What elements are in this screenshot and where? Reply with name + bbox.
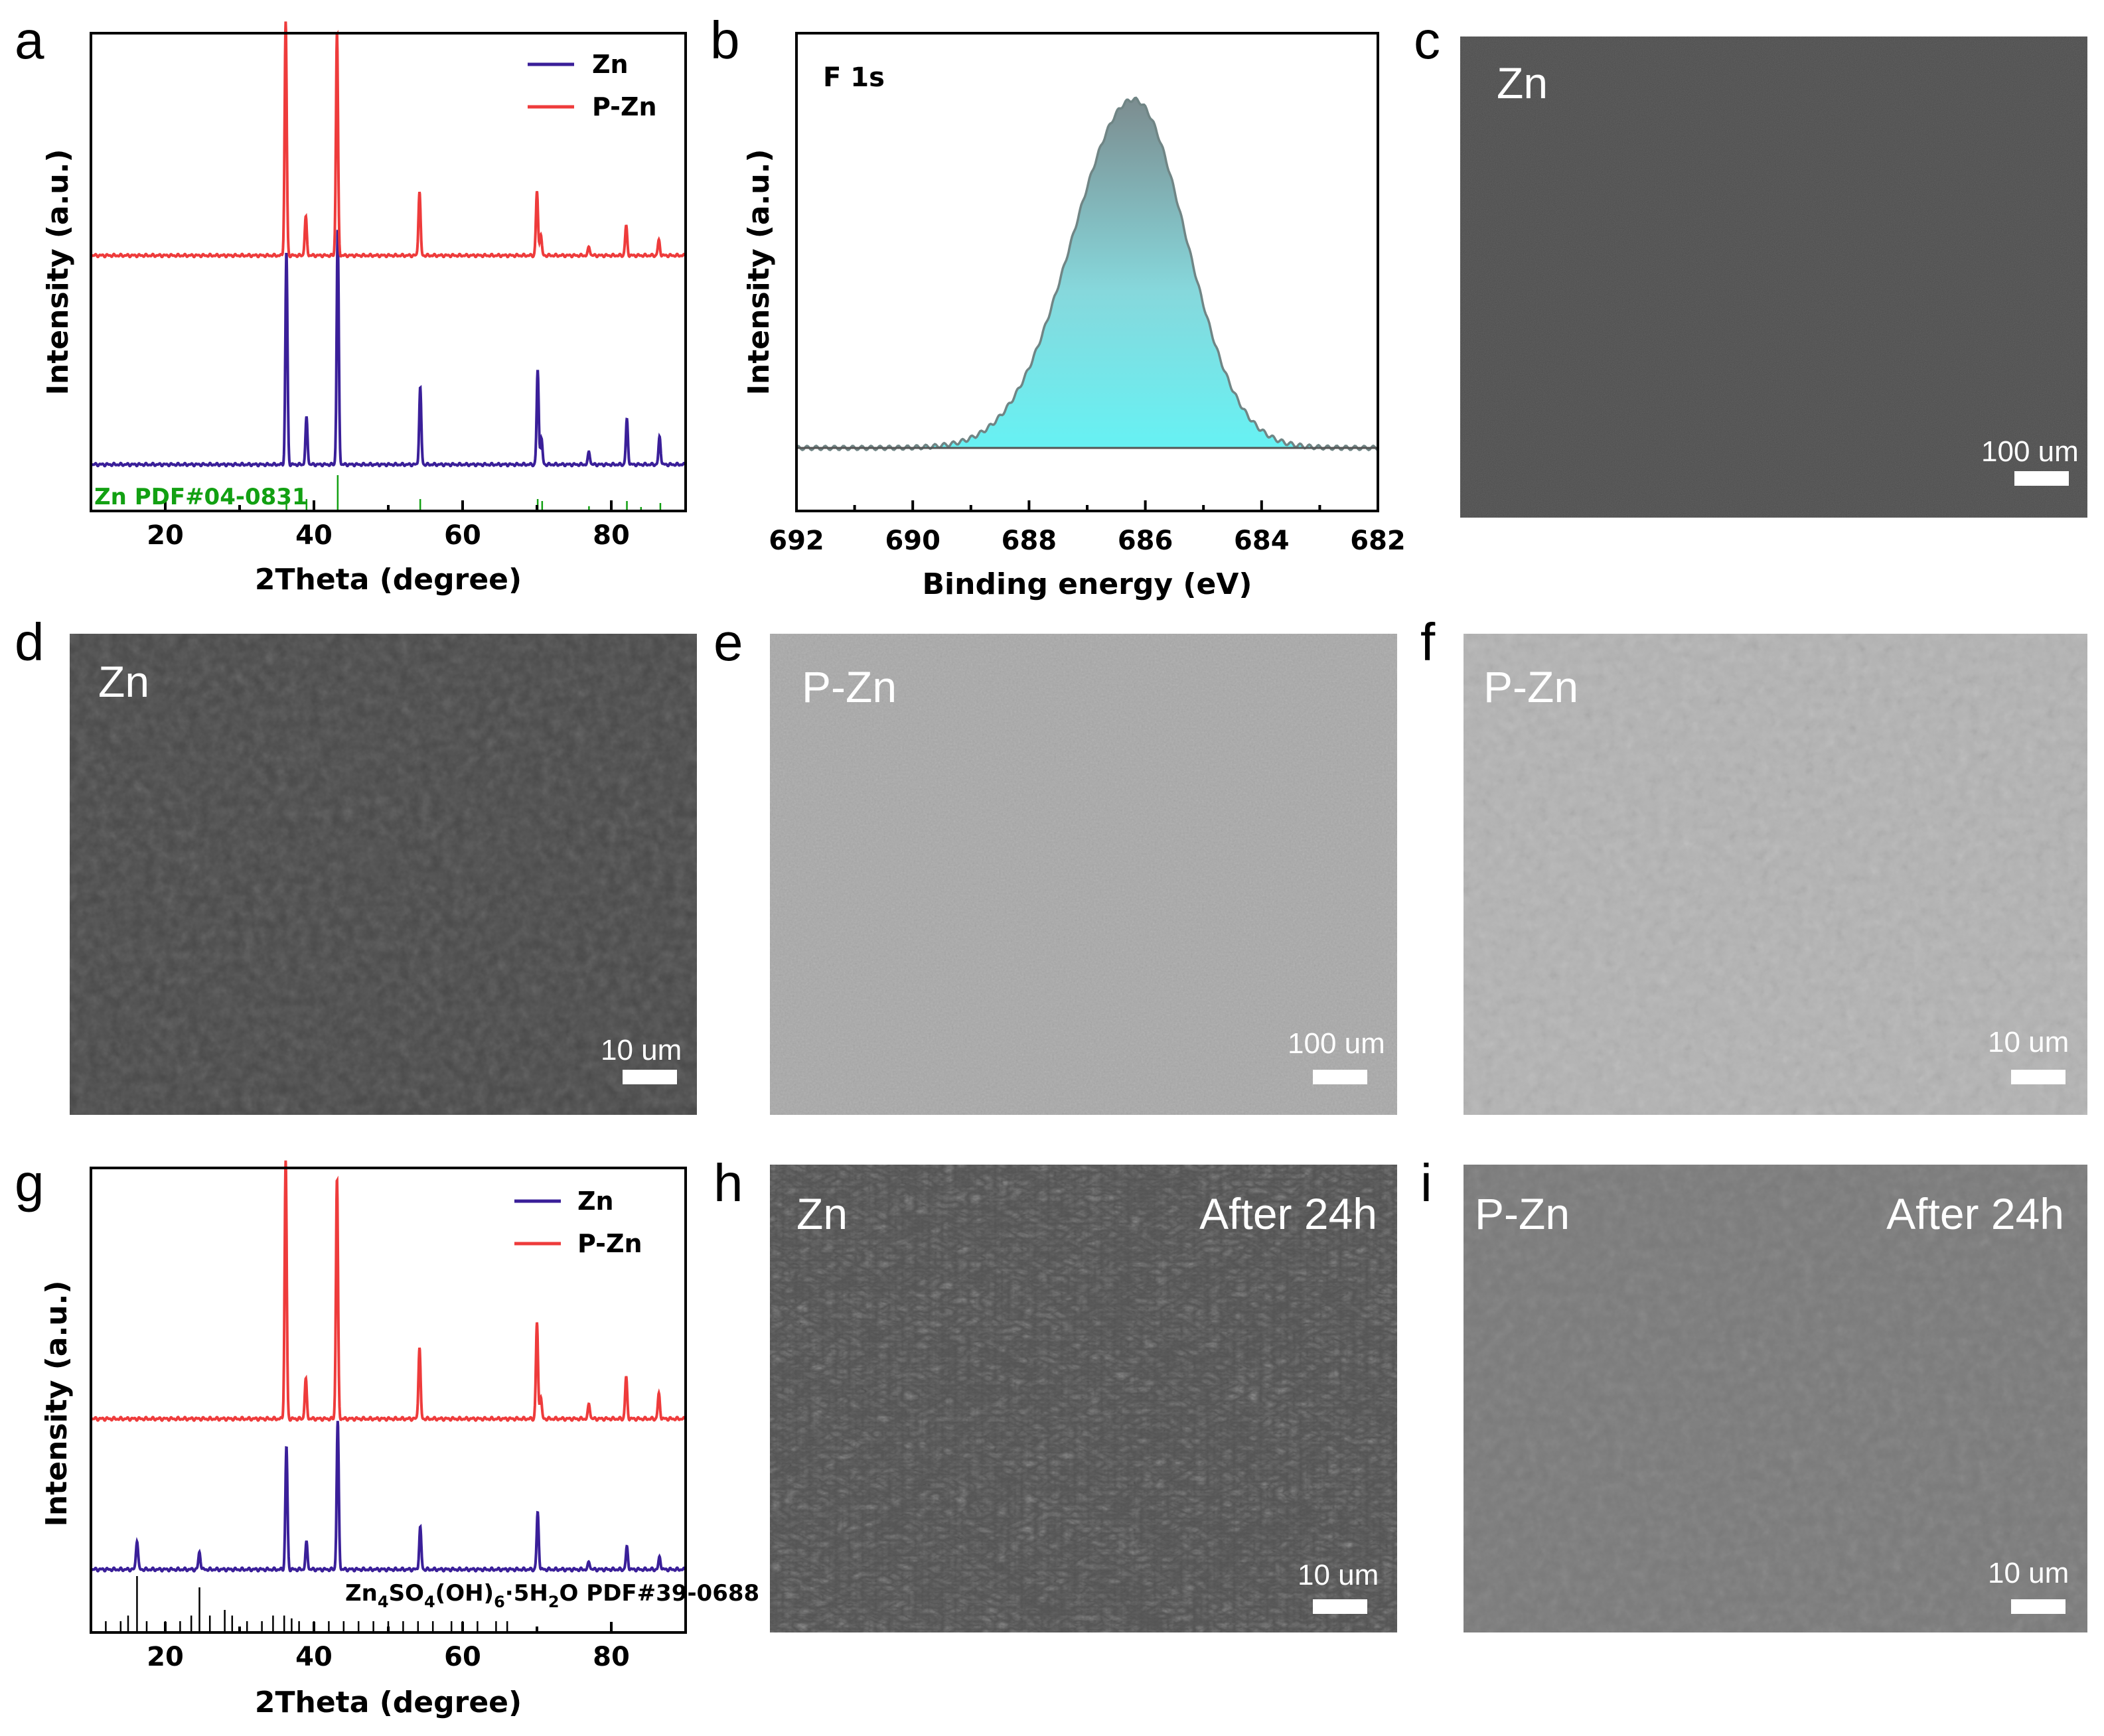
panel-letter-c: c <box>1414 11 1440 70</box>
sem-h-label-time: After 24h <box>1199 1189 1377 1238</box>
xrd-a-series-zn <box>90 230 687 468</box>
xrd-chart-a: 20 40 60 80 2Theta (degree) Intensity (a.u.… <box>41 21 687 597</box>
xps-b-ticks: 692 690 688 686 684 682 <box>769 500 1406 556</box>
xrd-a-reference-lines <box>285 475 662 511</box>
sem-i-label-time: After 24h <box>1886 1189 2064 1238</box>
xrd-a-tick-label: 40 <box>295 520 333 551</box>
sem-d-scale-text: 10 um <box>601 1034 682 1066</box>
xrd-g-legend-pzn: P-Zn <box>577 1229 642 1258</box>
xps-b-tick-label: 692 <box>769 526 824 556</box>
sem-c-scale-bar <box>2014 471 2069 486</box>
xrd-a-series <box>90 21 687 468</box>
xrd-a-legend-pzn: P-Zn <box>592 92 657 121</box>
sem-i-texture <box>1464 1165 2087 1632</box>
sem-c-texture <box>1460 36 2087 518</box>
sem-panel-i: P-Zn After 24h 10 um <box>1464 1165 2087 1632</box>
sem-f-scale-text: 10 um <box>1988 1026 2069 1058</box>
xps-b-title: F 1s <box>823 62 885 93</box>
sem-f-scale-bar <box>2011 1070 2066 1084</box>
xrd-g-tick-label: 80 <box>593 1642 630 1672</box>
sem-i-scale-text: 10 um <box>1988 1557 2069 1589</box>
sem-c-scale-text: 100 um <box>1981 435 2079 468</box>
xrd-g-tick-label: 40 <box>295 1642 333 1672</box>
xrd-a-xlabel: 2Theta (degree) <box>255 563 522 597</box>
xps-b-area <box>795 96 1379 452</box>
xps-b-tick-label: 690 <box>885 526 940 556</box>
xrd-chart-g: 20 40 60 80 2Theta (degree) Intensity (a.u.… <box>40 1160 759 1719</box>
xrd-g-series-p-zn <box>90 1160 687 1422</box>
sem-c-label: Zn <box>1497 58 1548 108</box>
sem-f-texture <box>1464 634 2087 1115</box>
xrd-g-tick-label: 20 <box>147 1642 184 1672</box>
xps-b-tick-label: 688 <box>1002 526 1057 556</box>
xrd-a-tick-label: 60 <box>444 520 481 551</box>
panel-letter-d: d <box>15 613 44 672</box>
sem-i-scale-bar <box>2011 1599 2066 1614</box>
xps-b-tick-label: 684 <box>1234 526 1290 556</box>
panel-letter-a: a <box>15 11 44 70</box>
panel-letter-g: g <box>15 1153 44 1212</box>
sem-e-label: P-Zn <box>802 662 897 711</box>
xrd-a-legend-zn: Zn <box>592 50 629 79</box>
sem-h-label: Zn <box>796 1189 848 1238</box>
sem-e-scale-bar <box>1313 1070 1367 1084</box>
sem-panel-d: Zn 10 um <box>70 634 697 1115</box>
sem-panel-h: Zn After 24h 10 um <box>770 1165 1397 1632</box>
xrd-a-ylabel: Intensity (a.u.) <box>41 149 75 396</box>
sem-panel-e: P-Zn 100 um <box>770 634 1397 1115</box>
xrd-a-reference-label: Zn PDF#04-0831 <box>94 484 308 510</box>
sem-d-texture <box>70 634 697 1115</box>
xrd-a-series-p-zn <box>90 21 687 259</box>
xrd-g-tick-label: 60 <box>444 1642 481 1672</box>
xps-b-tick-label: 682 <box>1350 526 1406 556</box>
xps-b-ylabel: Intensity (a.u.) <box>742 149 776 396</box>
sem-f-label: P-Zn <box>1483 662 1578 711</box>
xps-b-spectrum-line <box>795 96 1379 452</box>
sem-d-scale-bar <box>623 1070 677 1084</box>
xrd-a-tick-label: 20 <box>147 520 184 551</box>
xrd-g-ticks: 20 40 60 80 <box>90 1622 687 1672</box>
sem-panel-c: Zn 100 um <box>1460 36 2087 518</box>
sem-d-label: Zn <box>98 657 149 706</box>
xps-chart-b: 692 690 688 686 684 682 F 1s Binding energy (… <box>742 32 1406 601</box>
panel-letter-h: h <box>714 1153 743 1212</box>
xrd-g-series <box>90 1160 687 1573</box>
panel-letter-b: b <box>710 11 740 70</box>
sem-h-texture <box>770 1165 1397 1632</box>
xrd-a-tick-label: 80 <box>593 520 630 551</box>
sem-i-label: P-Zn <box>1475 1189 1570 1238</box>
panel-letter-f: f <box>1420 613 1436 672</box>
panel-letter-e: e <box>714 613 743 672</box>
xrd-g-ylabel: Intensity (a.u.) <box>40 1281 74 1527</box>
xrd-g-reference-label: Zn4SO4(OH)6·5H2O PDF#39-0688 <box>345 1580 759 1611</box>
xps-b-peak-fill <box>796 98 1378 451</box>
xps-b-tick-label: 686 <box>1118 526 1173 556</box>
xrd-g-xlabel: 2Theta (degree) <box>255 1686 522 1719</box>
xrd-g-series-zn <box>90 1421 687 1573</box>
xps-b-xlabel: Binding energy (eV) <box>923 567 1252 601</box>
sem-h-scale-text: 10 um <box>1298 1559 1379 1591</box>
xrd-g-legend-zn: Zn <box>577 1187 614 1216</box>
sem-panel-f: P-Zn 10 um <box>1464 634 2087 1115</box>
sem-e-scale-text: 100 um <box>1288 1027 1385 1060</box>
xrd-a-ticks: 20 40 60 80 <box>90 500 687 551</box>
sem-e-texture <box>770 634 1397 1115</box>
sem-h-scale-bar <box>1313 1599 1367 1614</box>
panel-letter-i: i <box>1420 1153 1432 1212</box>
xrd-g-reference-lines <box>105 1576 508 1632</box>
